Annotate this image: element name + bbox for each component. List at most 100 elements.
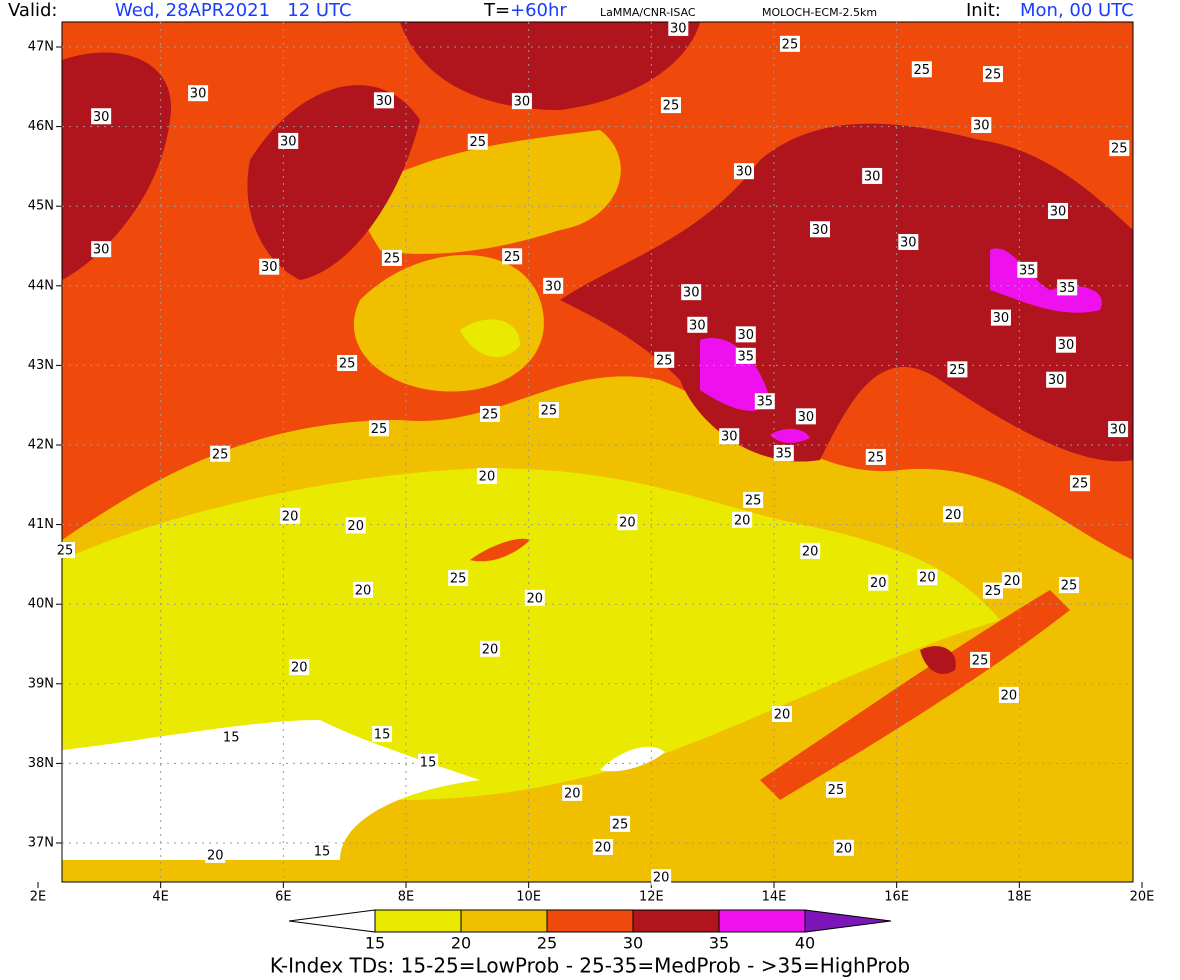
y-tick-label: 42N xyxy=(28,438,54,453)
contour-label-box xyxy=(1001,572,1022,589)
contour-label-box xyxy=(524,589,545,606)
contour-label-box xyxy=(651,869,672,886)
field-fill xyxy=(920,646,956,674)
x-tick-label: 12E xyxy=(639,890,664,905)
contour-label: 20 xyxy=(355,583,372,598)
contour-label-box xyxy=(592,838,613,855)
contour-label: 30 xyxy=(973,119,990,134)
init-label: Init: xyxy=(966,0,1001,21)
field-fill xyxy=(350,130,621,254)
contour-label-box xyxy=(687,316,708,333)
contour-label: 20 xyxy=(945,508,962,523)
contour-label-box xyxy=(868,574,889,591)
contour-label: 30 xyxy=(864,169,881,184)
contour-label: 30 xyxy=(689,318,706,333)
contour-label: 30 xyxy=(798,410,815,425)
y-tick-label: 41N xyxy=(28,517,54,532)
contour-label: 30 xyxy=(1048,373,1065,388)
field-fill xyxy=(760,590,1070,800)
contour-label: 25 xyxy=(914,63,931,78)
x-tick-label: 14E xyxy=(762,890,787,905)
contour-label-box xyxy=(278,132,299,149)
field-fill xyxy=(600,746,665,772)
contour-label: 30 xyxy=(93,243,110,258)
plot-frame xyxy=(61,21,1134,883)
contour-label-box xyxy=(754,393,775,410)
contour-label: 20 xyxy=(1001,688,1018,703)
contour-label: 25 xyxy=(57,544,74,559)
contour-label-box xyxy=(911,61,932,78)
field-fill xyxy=(460,319,520,357)
contour-label: 30 xyxy=(376,94,393,109)
contour-label-box xyxy=(373,92,394,109)
contour-label: 25 xyxy=(371,422,388,437)
contour-label-box xyxy=(418,753,439,770)
contour-label-box xyxy=(1046,371,1067,388)
contour-label: 20 xyxy=(527,591,544,606)
contour-label-box xyxy=(681,284,702,301)
contour-label-box xyxy=(467,133,488,150)
y-tick-label: 45N xyxy=(28,199,54,214)
contour-label: 35 xyxy=(1059,281,1076,296)
colorbar-box xyxy=(460,909,548,933)
contour-label: 20 xyxy=(836,841,853,856)
contour-label: 35 xyxy=(757,395,774,410)
colorbar-label: 35 xyxy=(709,934,729,953)
colorbar-label: 20 xyxy=(451,934,471,953)
contour-label: 30 xyxy=(190,87,207,102)
contour-label: 20 xyxy=(595,840,612,855)
contour-label-box xyxy=(353,581,374,598)
contour-label-box xyxy=(773,444,794,461)
colorbar-box xyxy=(632,909,720,933)
contour-label: 35 xyxy=(1019,263,1036,278)
contour-label-box xyxy=(311,842,332,859)
contour-label: 30 xyxy=(670,21,687,36)
contour-label: 20 xyxy=(802,544,819,559)
contour-label: 15 xyxy=(374,727,391,742)
contour-label-box xyxy=(480,640,501,657)
field-fill xyxy=(62,52,172,280)
contour-label-box xyxy=(1059,577,1080,594)
contour-label-box xyxy=(733,163,754,180)
y-tick-label: 39N xyxy=(28,676,54,691)
contour-label-box xyxy=(54,542,75,559)
contour-label-box xyxy=(990,309,1011,326)
contour-label-box xyxy=(448,569,469,586)
field-fill xyxy=(770,428,810,443)
colorbar-label: 40 xyxy=(795,934,815,953)
contour-label: 25 xyxy=(663,99,680,114)
contour-label: 25 xyxy=(868,450,885,465)
field-fill xyxy=(700,338,770,411)
contour-label: 30 xyxy=(261,260,278,275)
contour-label: 30 xyxy=(812,223,829,238)
contour-label: 30 xyxy=(721,430,738,445)
contour-label: 20 xyxy=(653,871,670,886)
contour-label-box xyxy=(617,514,638,531)
contour-label: 30 xyxy=(1058,338,1075,353)
contour-label-box xyxy=(947,361,968,378)
contour-label-box xyxy=(810,221,830,238)
contour-label: 20 xyxy=(207,848,224,863)
contour-label: 30 xyxy=(1110,423,1127,438)
contour-label-box xyxy=(795,408,816,425)
contour-label-box xyxy=(743,491,764,508)
contour-label: 25 xyxy=(612,817,629,832)
lead-time: +60hr xyxy=(510,0,567,21)
contour-label-box xyxy=(771,706,792,723)
y-tick-label: 40N xyxy=(28,597,54,612)
contour-label: 25 xyxy=(1111,142,1128,157)
field-fill xyxy=(62,468,1000,800)
x-tick-label: 2E xyxy=(30,890,47,905)
contour-label-box xyxy=(511,93,532,110)
contour-label-box xyxy=(898,234,919,251)
contour-label-box xyxy=(91,108,112,125)
colorbar-box xyxy=(374,909,462,933)
contour-label-box xyxy=(970,651,991,668)
valid-label: Valid: xyxy=(8,0,57,21)
contour-label-box xyxy=(719,428,740,445)
contour-label: 25 xyxy=(1072,477,1089,492)
contour-label: 20 xyxy=(734,513,751,528)
y-tick-label: 38N xyxy=(28,756,54,771)
contour-label-box xyxy=(779,35,800,52)
contour-label-box xyxy=(369,420,390,437)
